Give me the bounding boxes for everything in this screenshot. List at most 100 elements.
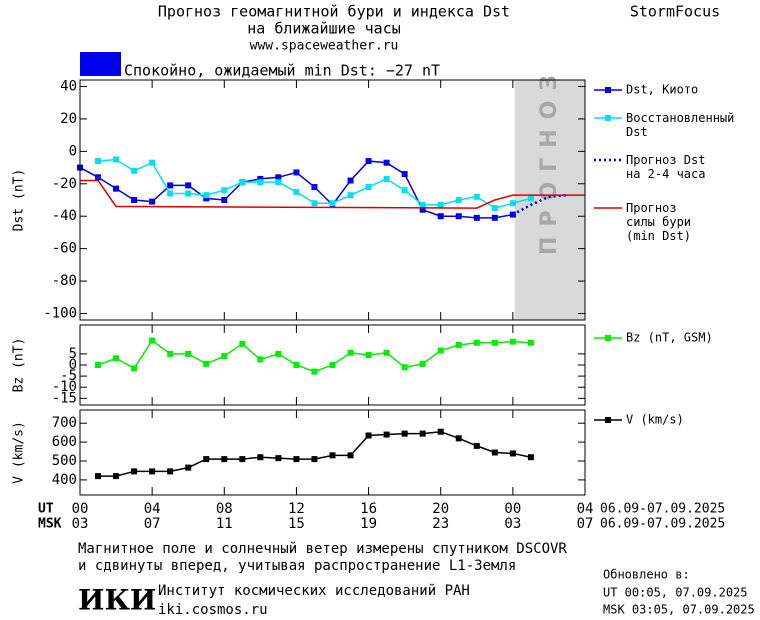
data-point (491, 205, 498, 212)
data-point (239, 179, 246, 186)
data-point (203, 360, 210, 367)
legend-label: V (km/s) (626, 413, 684, 427)
date-range: 06.09-07.09.2025 (600, 502, 725, 517)
data-point (383, 175, 390, 182)
data-point (275, 174, 282, 181)
footer-note: Магнитное поле и солнечный ветер измерен… (78, 541, 567, 557)
x-axis-label: UT (38, 502, 54, 517)
y-tick-label: -15 (52, 390, 77, 406)
date-range: 06.09-07.09.2025 (600, 517, 725, 532)
data-point (95, 174, 102, 181)
x2-tick-label: 03 (504, 516, 521, 532)
x2-tick-label: 15 (288, 516, 305, 532)
data-point (347, 452, 354, 459)
data-point (293, 362, 300, 368)
data-point (149, 159, 156, 166)
data-point (527, 195, 534, 202)
x-tick-label: 16 (360, 501, 377, 517)
data-point (185, 190, 192, 197)
data-point (293, 188, 300, 195)
data-point (347, 349, 354, 356)
data-point (131, 167, 138, 174)
data-point (221, 456, 228, 463)
data-point (113, 355, 120, 362)
legend-label: Прогноз силы бури (min Dst) (626, 201, 691, 243)
updated-label: Обновлено в: (603, 568, 690, 582)
data-point (401, 187, 408, 194)
y-axis-label: Bz (nT) (12, 338, 27, 393)
y-tick-label: -60 (52, 241, 77, 257)
data-point (383, 349, 390, 356)
x2-tick-label: 19 (360, 516, 377, 532)
data-point (329, 200, 336, 207)
brand: StormFocus (630, 3, 720, 21)
page-subtitle: на ближайшие часы (247, 20, 401, 38)
data-point (401, 364, 408, 371)
x-tick-label: 12 (288, 501, 305, 517)
data-point (275, 179, 282, 186)
data-point (437, 213, 444, 220)
data-point (167, 190, 174, 197)
data-point (491, 214, 498, 221)
x-tick-label: 08 (216, 501, 233, 517)
data-point (365, 432, 372, 439)
x2-axis-label: MSK (38, 517, 62, 532)
data-point (491, 339, 498, 346)
legend-label: Восстановленный Dst (626, 111, 734, 139)
data-point (131, 468, 138, 475)
data-point (311, 184, 318, 191)
data-point (347, 192, 354, 199)
data-point (113, 156, 120, 163)
data-point (149, 198, 156, 205)
x-tick-label: 20 (432, 501, 449, 517)
data-point (95, 362, 102, 368)
legend-label: Прогноз Dst на 2-4 часа (626, 153, 705, 181)
institute-url: iki.cosmos.ru (158, 602, 268, 618)
x-tick-label: 04 (577, 501, 594, 517)
data-point (473, 214, 480, 221)
data-point (491, 449, 498, 456)
data-point (509, 338, 516, 345)
y-tick-label: 500 (52, 453, 77, 469)
status-indicator (80, 52, 121, 76)
data-point (383, 159, 390, 166)
y-tick-label: -40 (52, 208, 77, 224)
data-point (131, 197, 138, 203)
series-line (98, 430, 532, 477)
x2-tick-label: 11 (216, 516, 233, 532)
data-point (185, 464, 192, 471)
x-tick-label: 00 (72, 501, 89, 517)
data-point (473, 442, 480, 449)
data-point (185, 182, 192, 189)
legend-marker (605, 417, 611, 423)
y-tick-label: 0 (69, 143, 77, 159)
data-point (95, 158, 102, 165)
x2-tick-label: 07 (577, 516, 594, 532)
site-url: www.spaceweather.ru (250, 39, 399, 54)
data-point (401, 430, 408, 437)
data-point (365, 158, 372, 165)
legend-marker (605, 87, 611, 93)
status-text: Спокойно, ожидаемый min Dst: −27 nT (124, 62, 440, 80)
y-tick-label: -10 (52, 379, 77, 395)
data-point (437, 347, 444, 354)
data-point (365, 184, 372, 191)
data-point (203, 195, 210, 202)
data-point (113, 185, 120, 192)
legend-marker (605, 115, 611, 121)
data-point (419, 201, 426, 208)
updated-ut: UT 00:05, 07.09.2025 (603, 586, 748, 600)
data-point (239, 456, 246, 463)
data-point (95, 473, 102, 480)
footer-note: и сдвинуты вперед, учитывая распростране… (78, 558, 516, 574)
y-axis-label: V (km/s) (12, 421, 27, 484)
data-point (203, 192, 210, 199)
legend-marker (605, 335, 611, 341)
y-tick-label: 0 (69, 357, 77, 373)
legend-label: Dst, Киото (626, 83, 698, 97)
y-tick-label: -5 (60, 368, 77, 384)
y-tick-label: -20 (52, 176, 77, 192)
data-point (167, 350, 174, 357)
data-point (293, 456, 300, 463)
